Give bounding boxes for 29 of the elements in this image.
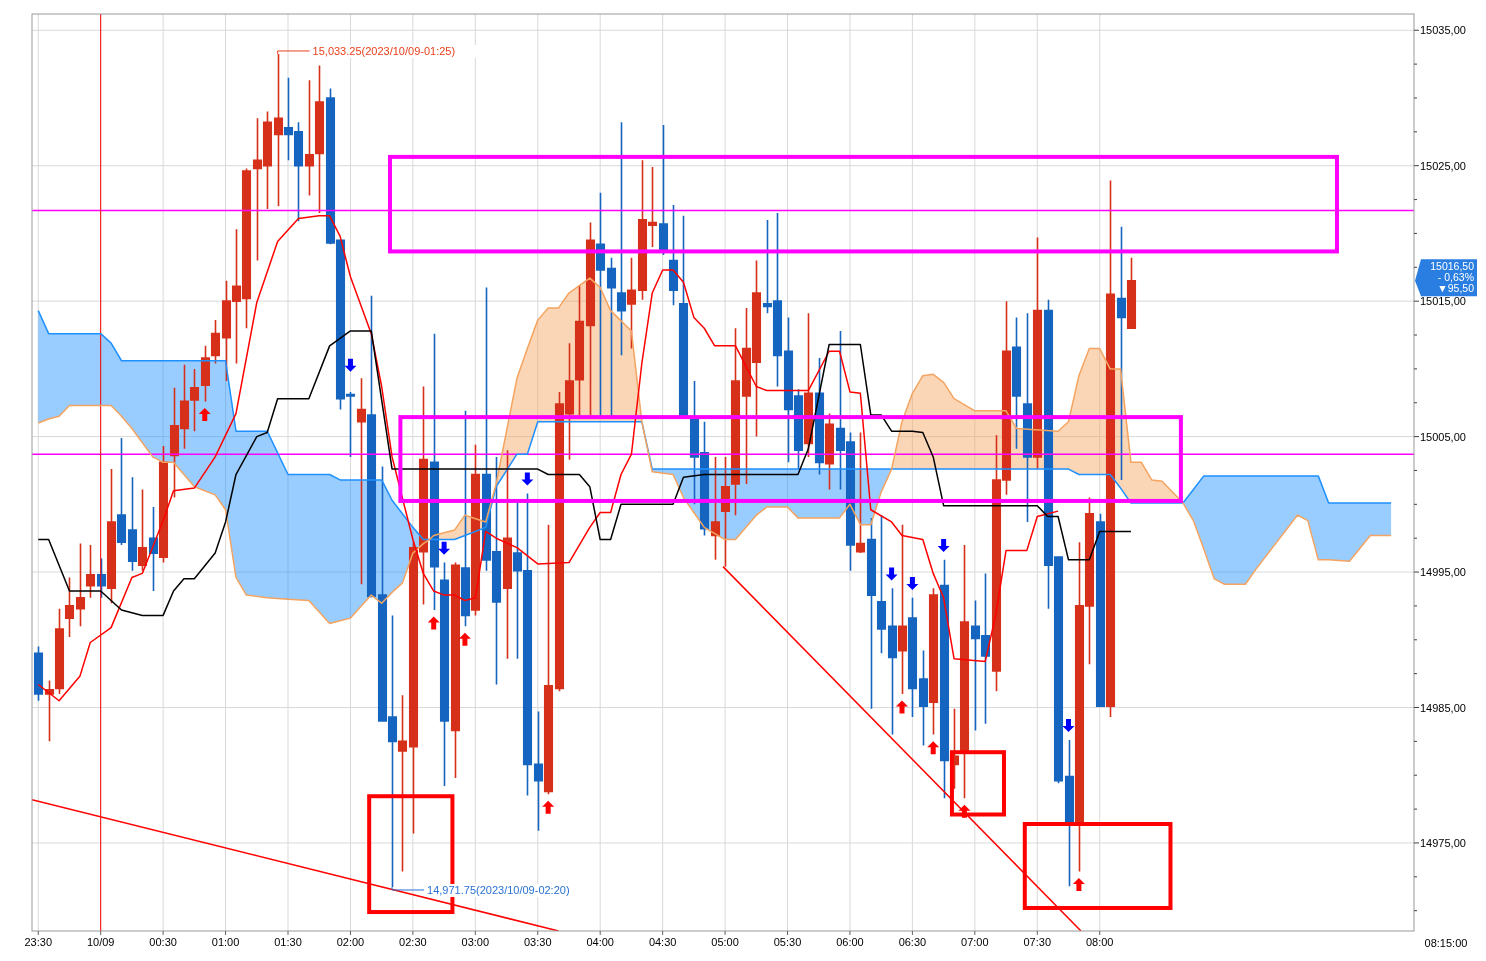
y-tick-label: 14975,00 <box>1420 836 1466 849</box>
x-tick-label: 10/09 <box>86 936 115 948</box>
x-tick-label: 04:00 <box>586 936 614 948</box>
x-tick-label: 03:00 <box>461 936 490 948</box>
y-tick-label: 14995,00 <box>1420 566 1466 579</box>
annotation: 15,033.25(2023/10/09-01:25) <box>312 44 456 57</box>
y-tick-label: 14985,00 <box>1420 701 1466 714</box>
x-tick-label: 07:30 <box>1023 936 1052 948</box>
x-tick-label: 01:30 <box>274 936 302 948</box>
y-tick-label: 15005,00 <box>1420 430 1466 443</box>
text: 08:15:00 <box>1424 937 1468 949</box>
x-tick-label: 23:30 <box>24 936 53 948</box>
x-tick-label: 03:30 <box>524 936 552 948</box>
x-tick-label: 05:00 <box>711 936 739 948</box>
annotation: 14,971.75(2023/10/09-02:20) <box>427 883 570 896</box>
x-tick-label: 06:00 <box>836 936 864 948</box>
y-tick-label: 15025,00 <box>1420 159 1466 172</box>
y-tick-label: 15035,00 <box>1420 24 1466 37</box>
x-tick-label: 02:30 <box>399 936 427 948</box>
text: 15016,50 - 0,63% ▼95,50 <box>1430 260 1475 295</box>
x-tick-label: 06:30 <box>898 936 927 948</box>
x-tick-label: 01:00 <box>211 936 240 948</box>
x-tick-label: 08:00 <box>1085 936 1114 948</box>
x-tick-label: 05:30 <box>773 936 802 948</box>
x-tick-label: 04:30 <box>648 936 677 948</box>
x-tick-label: 07:00 <box>961 936 989 948</box>
x-tick-label: 00:30 <box>149 936 177 948</box>
y-tick-label: 15015,00 <box>1420 295 1466 308</box>
x-tick-label: 02:00 <box>336 936 365 948</box>
